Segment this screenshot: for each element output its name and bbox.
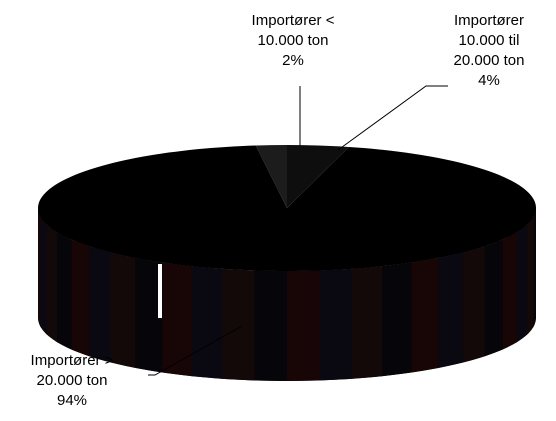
leader-line bbox=[337, 85, 448, 151]
slice-label: Importører > 20.000 ton 94% bbox=[31, 352, 114, 409]
side-wall-strip bbox=[411, 257, 439, 373]
side-wall-strip bbox=[46, 224, 57, 343]
side-wall-strip bbox=[191, 266, 223, 379]
side-wall-strip bbox=[38, 208, 41, 327]
slice-labels: Importører < 10.000 ton 2% Importører 10.000… bbox=[31, 12, 525, 409]
side-wall-strip bbox=[222, 268, 255, 381]
side-wall-strip bbox=[254, 270, 287, 381]
side-wall-strip bbox=[463, 246, 485, 363]
side-wall-strip bbox=[438, 252, 464, 368]
slice-label-line: Importører bbox=[454, 12, 524, 29]
side-wall-strip bbox=[287, 270, 320, 381]
side-wall-strip bbox=[351, 266, 383, 379]
slice-label-line: 2% bbox=[282, 52, 304, 69]
side-wall-strip bbox=[40, 216, 47, 335]
side-wall-strip bbox=[110, 252, 136, 368]
slice-label: Importører < 10.000 ton 2% bbox=[252, 12, 335, 69]
side-wall-strip bbox=[319, 268, 352, 381]
side-wall-strip bbox=[533, 208, 536, 327]
slice-label-line: 20.000 ton bbox=[454, 52, 525, 69]
side-wall-strip bbox=[135, 257, 163, 373]
slice-label-line: 4% bbox=[478, 72, 500, 89]
slice-label-line: 94% bbox=[57, 392, 87, 409]
side-wall-strip bbox=[382, 262, 412, 377]
side-wall-highlight bbox=[158, 264, 162, 318]
side-wall-strip bbox=[71, 239, 90, 357]
side-wall-strip bbox=[527, 216, 534, 335]
slice-label-line: 20.000 ton bbox=[37, 372, 108, 389]
slice-label-line: 10.000 til bbox=[459, 32, 520, 49]
slice-label: Importører 10.000 til 20.000 ton 4% bbox=[454, 12, 525, 89]
slice-label-line: Importører < bbox=[252, 12, 335, 29]
slice-label-line: Importører > bbox=[31, 352, 114, 369]
side-wall-strip bbox=[89, 246, 111, 363]
side-wall-strip bbox=[502, 232, 518, 350]
pie-slice bbox=[38, 145, 537, 271]
side-wall-strip bbox=[484, 239, 503, 357]
side-wall-strip bbox=[56, 232, 72, 350]
label-leader-lines bbox=[148, 85, 448, 376]
side-wall-strip bbox=[162, 262, 192, 377]
side-wall-strip bbox=[517, 224, 528, 343]
slice-label-line: 10.000 ton bbox=[258, 32, 329, 49]
leader-line bbox=[148, 325, 243, 376]
pie-slice bbox=[255, 145, 287, 208]
pie-slice bbox=[287, 145, 349, 208]
pie-top-face bbox=[38, 145, 537, 271]
pie-side-wall bbox=[38, 208, 536, 381]
